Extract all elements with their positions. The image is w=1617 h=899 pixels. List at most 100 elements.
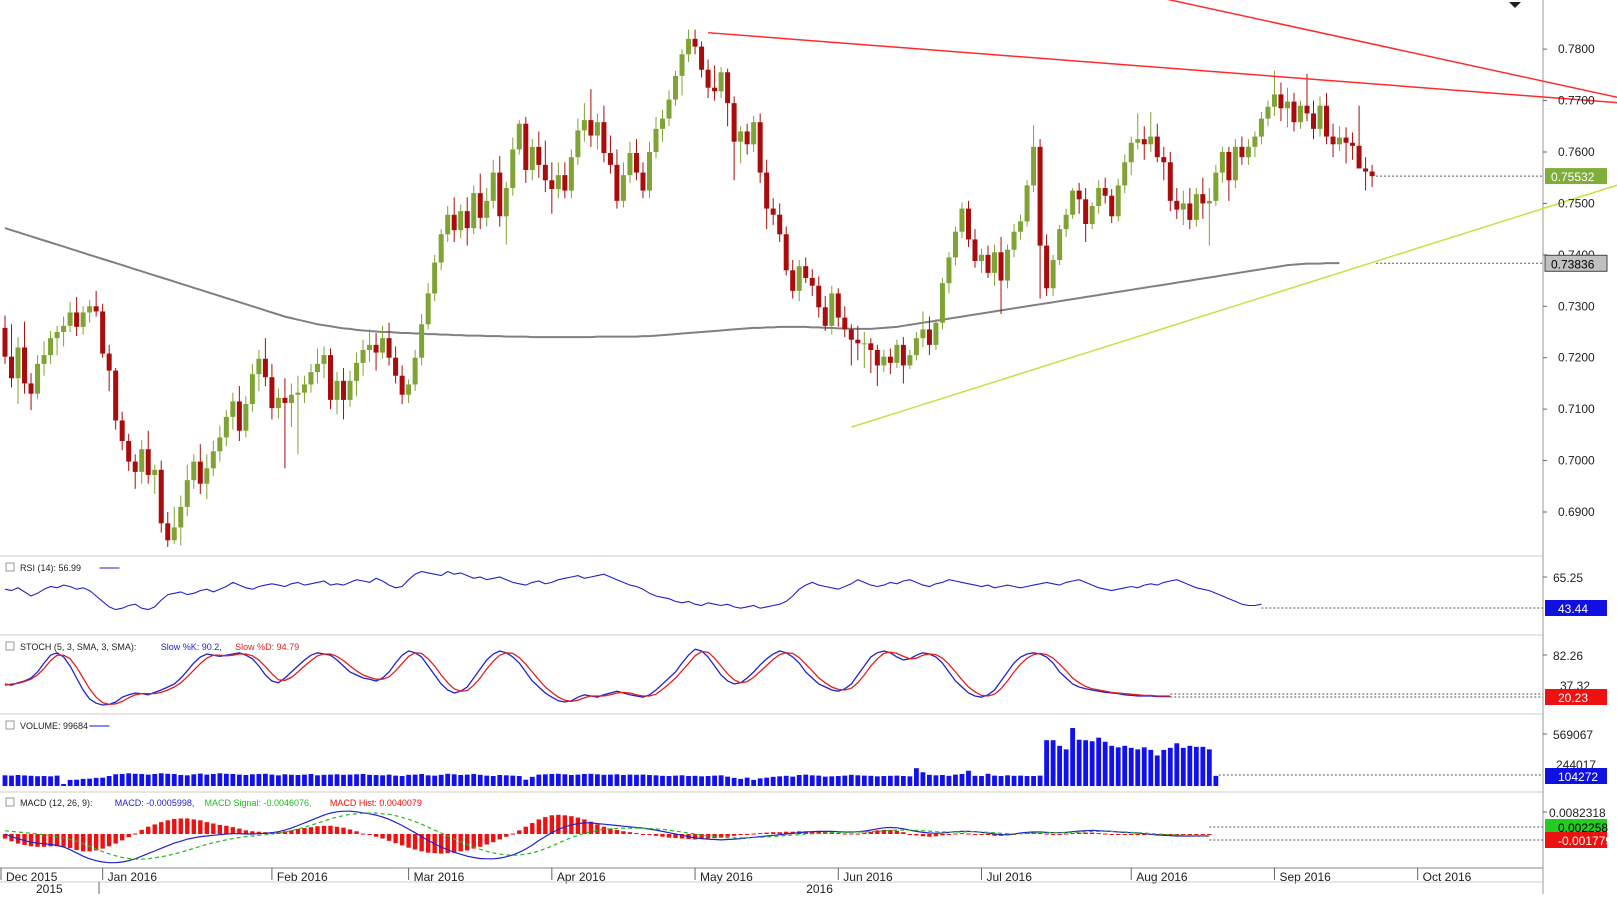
macd-hist-bar (654, 834, 658, 836)
volume-bar (960, 774, 965, 786)
candle-body (1044, 246, 1049, 289)
macd-hist-bar (751, 834, 755, 835)
candle-body (484, 201, 489, 218)
volume-bar (732, 778, 737, 786)
candle-body (361, 350, 366, 363)
macd-hist-bar (224, 826, 228, 834)
volume-bar (146, 775, 151, 786)
candle-body (719, 72, 724, 91)
candle-body (569, 157, 574, 190)
volume-bar (699, 776, 704, 786)
candle-body (784, 234, 789, 270)
candle-body (562, 175, 567, 190)
volume-bar (198, 774, 203, 786)
volume-bar (1148, 750, 1153, 786)
volume-bar (484, 776, 489, 786)
candle-body (289, 395, 294, 403)
volume-bar (1096, 738, 1101, 786)
candle-body (35, 364, 40, 394)
candle-body (712, 88, 717, 92)
macd-hist-bar (1096, 833, 1100, 834)
volume-bar (725, 777, 730, 786)
candle-body (302, 384, 307, 392)
candle-body (348, 381, 353, 400)
candle-body (315, 364, 320, 372)
candle-body (250, 374, 255, 404)
volume-bar (875, 776, 880, 786)
candle-body (3, 328, 8, 357)
macd-hist-bar (322, 826, 326, 834)
candle-body (1259, 119, 1264, 137)
candle-body (61, 326, 66, 332)
macd-hist-bar (862, 833, 866, 834)
volume-bar (348, 775, 353, 786)
macd-hist-bar (1194, 834, 1198, 835)
candle-body (256, 359, 261, 374)
volume-bar (1213, 776, 1218, 786)
volume-bar (94, 778, 99, 786)
volume-bar (660, 776, 665, 786)
candle-body (556, 175, 561, 189)
volume-bar (523, 780, 528, 786)
candle-body (55, 332, 60, 338)
candle-body (881, 357, 886, 366)
volume-bar (999, 776, 1004, 786)
macd-hist-bar (660, 834, 664, 837)
volume-bar (1044, 740, 1049, 786)
macd-hist-bar (107, 834, 111, 846)
volume-bar (29, 776, 34, 786)
macd-hist-bar (1129, 834, 1133, 835)
macd-hist-bar (153, 824, 157, 834)
macd-hist-bar (491, 834, 495, 842)
candle-body (855, 340, 860, 344)
candle-body (1252, 137, 1257, 147)
macd-hist-bar (758, 833, 762, 834)
volume-bar (608, 775, 613, 786)
volume-bar (1174, 743, 1179, 786)
macd-hist-bar (1057, 834, 1061, 835)
candle-body (146, 449, 151, 475)
macd-signal-legend: MACD Signal: -0.0046076, (205, 798, 312, 808)
stoch-d-legend: Slow %D: 94.79 (235, 642, 299, 652)
volume-bar (22, 775, 27, 786)
volume-bar (374, 775, 379, 786)
volume-bar (543, 774, 548, 786)
macd-hist-bar (120, 834, 124, 840)
price-tick-label: 0.7600 (1558, 145, 1595, 159)
candle-body (22, 347, 27, 383)
candle-body (1305, 106, 1310, 114)
candle-body (133, 462, 138, 472)
macd-hist-bar (973, 834, 977, 835)
volume-bar (634, 775, 639, 786)
volume-bar (647, 775, 652, 786)
macd-hist-bar (934, 834, 938, 836)
candle-body (1168, 162, 1173, 201)
volume-bar (211, 774, 216, 786)
macd-hist-bar (595, 824, 599, 834)
volume-bar (439, 775, 444, 786)
candle-body (673, 76, 678, 100)
candle-body (276, 398, 281, 408)
candle-body (699, 47, 704, 70)
volume-bar (328, 775, 333, 786)
candle-body (341, 381, 346, 400)
volume-bar (100, 778, 105, 786)
candle-body (790, 270, 795, 291)
candle-body (862, 343, 867, 344)
candle-body (478, 193, 483, 218)
macd-hist-bar (641, 834, 645, 835)
candle-body (419, 324, 424, 357)
macd-neg-value-label: -0.0017792 (1558, 834, 1617, 848)
candle-body (1213, 173, 1218, 201)
candle-body (1194, 194, 1199, 220)
candle-body (530, 147, 535, 170)
macd-hist-bar (576, 818, 580, 834)
volume-bar (667, 776, 672, 786)
candle-body (81, 312, 86, 326)
macd-hist-bar (966, 834, 970, 835)
macd-hist-bar (361, 834, 365, 835)
volume-bar (302, 775, 307, 786)
candle-body (667, 100, 672, 119)
volume-bar (589, 774, 594, 786)
